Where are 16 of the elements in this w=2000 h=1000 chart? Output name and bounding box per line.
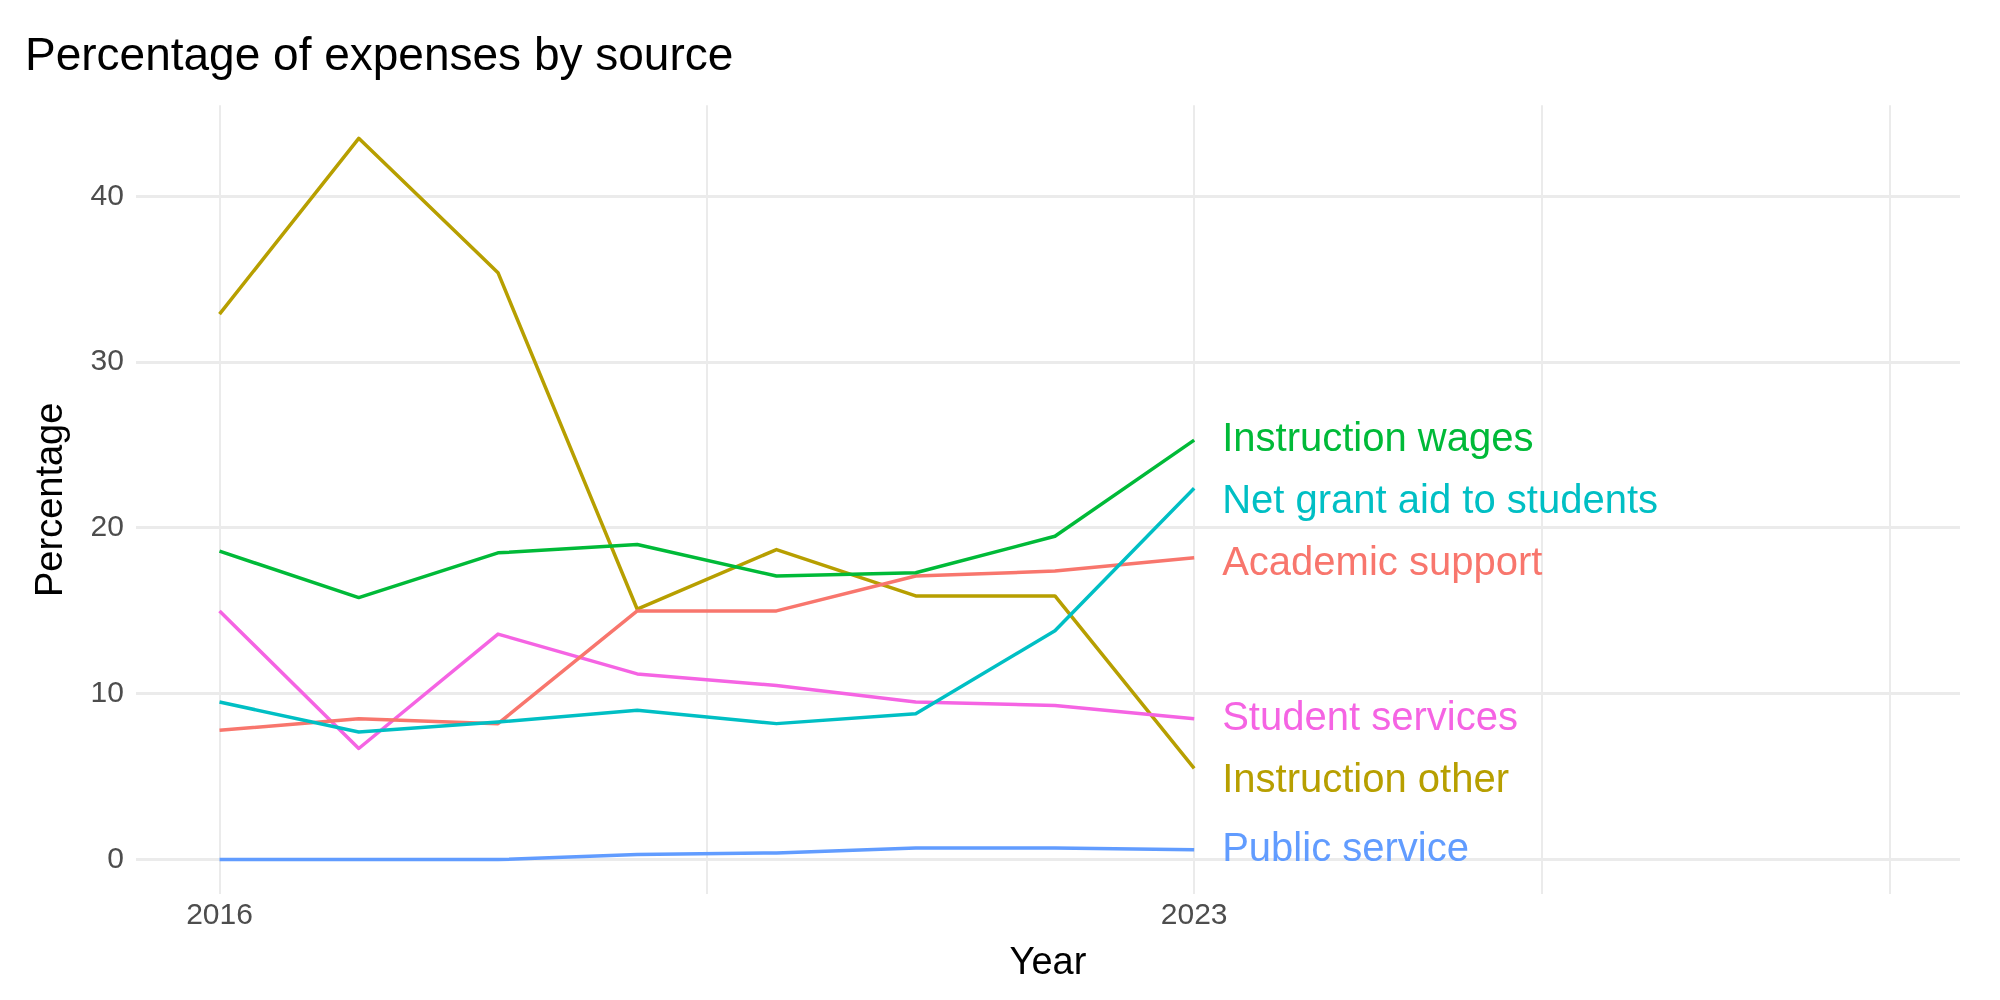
y-tick-label: 10 [90,675,124,709]
y-axis-title: Percentage [28,402,71,597]
x-tick-label: 2023 [1160,896,1228,930]
series-label: Academic support [1222,539,1543,584]
series-label: Instruction other [1222,755,1510,800]
y-tick-label: 30 [90,343,124,377]
chart-title: Percentage of expenses by source [25,28,734,81]
y-tick-label: 0 [107,840,124,874]
series-label: Instruction wages [1222,415,1534,460]
series-label: Net grant aid to students [1222,477,1659,522]
x-axis-title: Year [1009,939,1087,982]
series-label: Public service [1222,824,1469,869]
y-tick-label: 40 [90,177,124,211]
y-tick-label: 20 [90,509,124,543]
series-label: Student services [1222,693,1518,738]
x-tick-label: 2016 [186,896,253,930]
